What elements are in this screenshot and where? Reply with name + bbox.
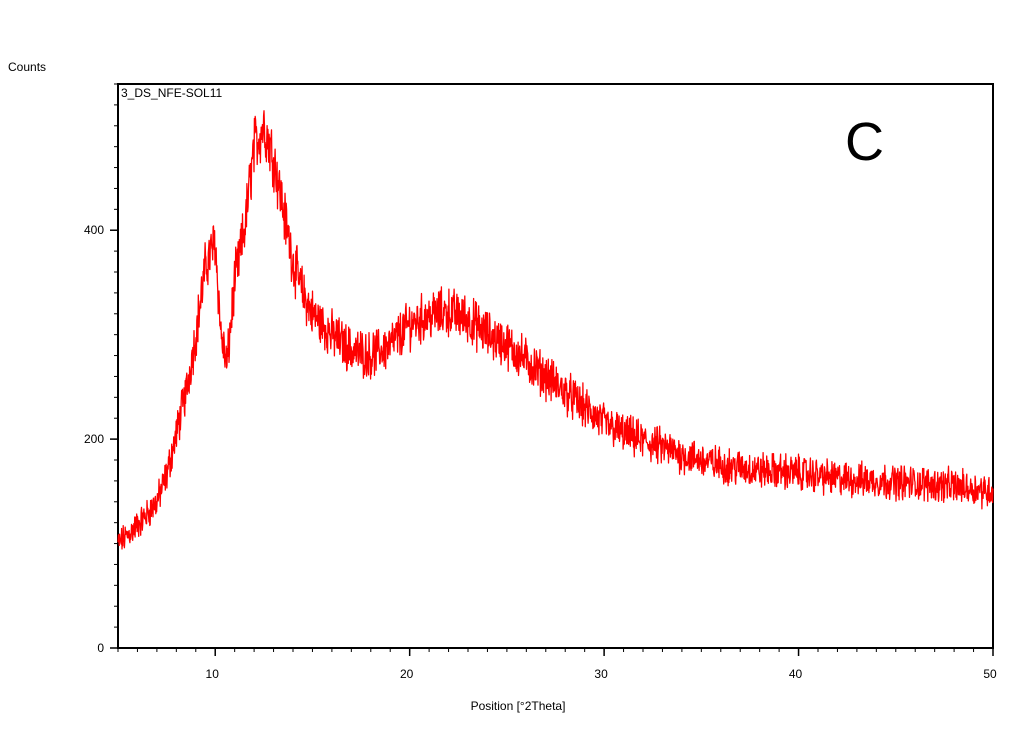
x-tick-label: 10	[206, 667, 220, 681]
y-tick-label: 400	[84, 223, 104, 237]
x-axis-title: Position [°2Theta]	[471, 699, 566, 713]
x-tick-label: 30	[594, 667, 608, 681]
x-tick-label: 40	[789, 667, 803, 681]
y-axis-title: Counts	[8, 60, 46, 74]
y-tick-label: 0	[97, 641, 104, 655]
panel-letter: C	[845, 112, 884, 172]
x-tick-label: 20	[400, 667, 414, 681]
y-tick-label: 200	[84, 432, 104, 446]
minor-ticks	[114, 83, 994, 652]
plot-frame	[117, 83, 994, 649]
tick-labels: 10 20 30 40 50 0 200 400	[84, 223, 997, 681]
sample-label: 3_DS_NFE-SOL11	[121, 86, 222, 100]
x-tick-label: 50	[983, 667, 997, 681]
series-line-counts	[117, 110, 994, 550]
major-ticks	[110, 229, 994, 656]
